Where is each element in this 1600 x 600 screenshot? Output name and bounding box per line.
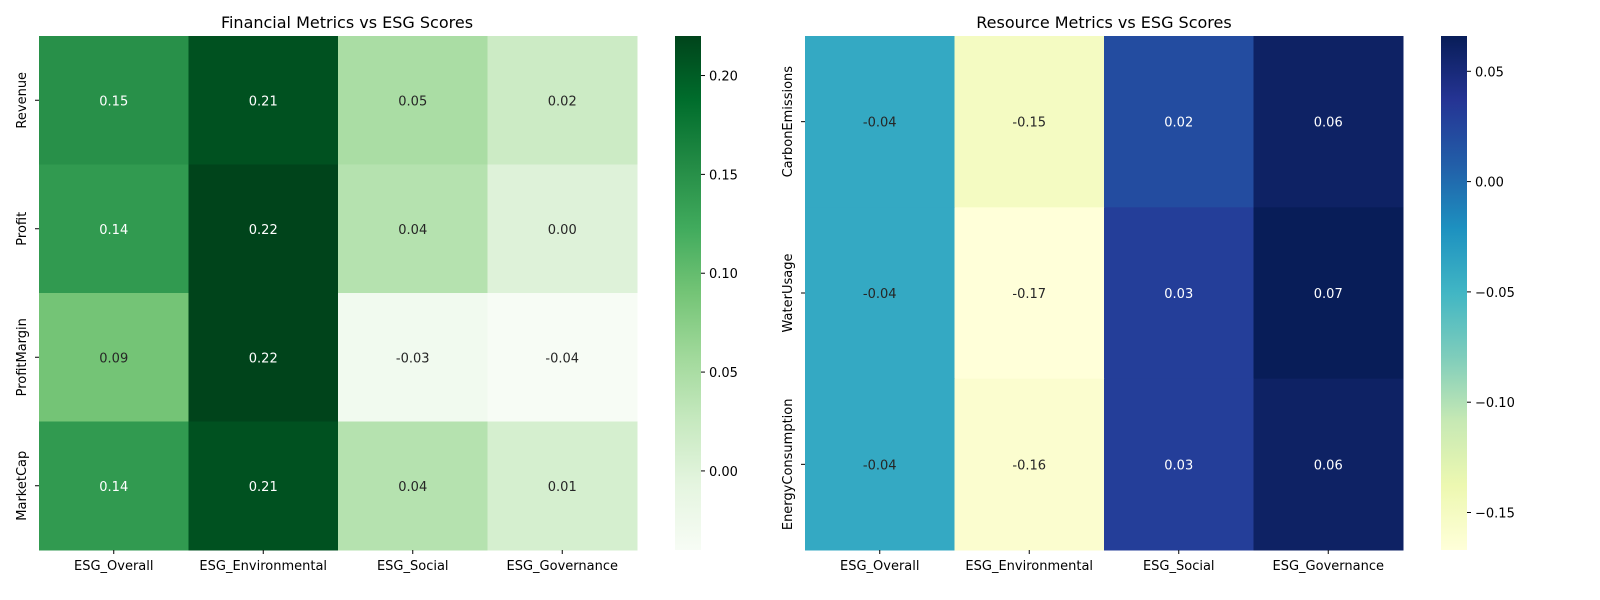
cell-value-label: 0.06 <box>1314 458 1343 473</box>
y-axis: CarbonEmissions WaterUsage EnergyConsumpti… <box>781 66 805 530</box>
cell-value-label: 0.05 <box>398 94 427 109</box>
colorbar-tick-label: 0.10 <box>709 267 738 282</box>
x-tick-label: ESG_Social <box>377 559 449 574</box>
colorbar-tick-label: 0.20 <box>709 70 738 85</box>
heatmap-cell <box>338 164 488 294</box>
colorbar-tick-label: −0.15 <box>1475 506 1515 521</box>
cell-value-label: 0.02 <box>548 94 577 109</box>
cell-value-label: 0.03 <box>1164 287 1193 302</box>
colorbar-gradient <box>1441 36 1467 550</box>
colorbar-tick-label: 0.05 <box>709 366 738 381</box>
heatmap-cell <box>39 293 189 422</box>
y-tick-label: CarbonEmissions <box>781 66 796 178</box>
colorbar-tick-label: −0.05 <box>1475 286 1515 301</box>
heatmap-resource: Resource Metrics vs ESG Scores -0.04 -0.1… <box>781 13 1515 574</box>
cell-value-label: 0.15 <box>99 94 128 109</box>
heatmap-cells: 0.15 0.21 0.05 0.02 0.14 0.22 0.04 0.00 0.09 0.22… <box>39 36 638 551</box>
heatmap-cell <box>954 207 1105 380</box>
heatmap-cell <box>487 164 638 294</box>
colorbar-tick-label: 0.00 <box>709 465 738 480</box>
cell-value-label: 0.00 <box>548 223 577 238</box>
chart-title: Financial Metrics vs ESG Scores <box>221 13 473 32</box>
x-axis: ESG_Overall ESG_Environmental ESG_Social ES… <box>840 550 1384 574</box>
y-tick-label: EnergyConsumption <box>781 399 796 531</box>
cell-value-label: 0.01 <box>548 480 577 495</box>
colorbar: −0.15 −0.10 −0.05 0.00 0.05 <box>1441 36 1515 550</box>
cell-value-label: 0.21 <box>249 94 278 109</box>
heatmap-cell <box>39 36 189 165</box>
x-tick-label: ESG_Social <box>1143 559 1215 574</box>
x-tick-label: ESG_Environmental <box>965 559 1093 574</box>
x-tick-label: ESG_Governance <box>507 559 618 574</box>
heatmap-cell <box>1104 378 1254 551</box>
heatmap-cell <box>1104 207 1254 380</box>
heatmap-cell <box>188 293 339 422</box>
cell-value-label: 0.14 <box>99 480 128 495</box>
cell-value-label: 0.06 <box>1314 116 1343 131</box>
x-tick-label: ESG_Overall <box>840 559 920 574</box>
x-tick-label: ESG_Environmental <box>199 559 327 574</box>
y-tick-label: Revenue <box>15 72 30 129</box>
cell-value-label: -0.04 <box>863 287 897 302</box>
cell-value-label: -0.04 <box>863 458 897 473</box>
heatmap-cell <box>487 293 638 422</box>
heatmap-cell <box>805 207 955 380</box>
heatmap-cell <box>487 421 638 551</box>
x-tick-label: ESG_Governance <box>1273 559 1384 574</box>
cell-value-label: -0.04 <box>863 116 897 131</box>
cell-value-label: 0.22 <box>249 223 278 238</box>
cell-value-label: -0.16 <box>1012 458 1046 473</box>
cell-value-label: 0.14 <box>99 223 128 238</box>
heatmap-cell <box>1104 36 1254 208</box>
colorbar: 0.00 0.05 0.10 0.15 0.20 <box>675 36 738 550</box>
colorbar-tick-label: 0.05 <box>1475 65 1504 80</box>
cell-value-label: -0.03 <box>396 351 430 366</box>
y-axis: Revenue Profit ProfitMargin MarketCap <box>15 72 39 521</box>
cell-value-label: 0.07 <box>1314 287 1343 302</box>
heatmap-cell <box>1253 36 1404 208</box>
y-tick-label: MarketCap <box>15 451 30 521</box>
heatmap-cell <box>188 36 339 165</box>
colorbar-tick-label: −0.10 <box>1475 396 1515 411</box>
cell-value-label: 0.03 <box>1164 458 1193 473</box>
heatmap-cell <box>1253 207 1404 380</box>
heatmap-cell <box>188 164 339 294</box>
y-tick-label: Profit <box>15 212 30 246</box>
heatmap-cell <box>338 421 488 551</box>
chart-title: Resource Metrics vs ESG Scores <box>976 13 1231 32</box>
cell-value-label: 0.21 <box>249 480 278 495</box>
heatmap-cell <box>39 164 189 294</box>
x-tick-label: ESG_Overall <box>74 559 154 574</box>
heatmap-cells: -0.04 -0.15 0.02 0.06 -0.04 -0.17 0.03 0.07 -0.0… <box>805 36 1404 551</box>
cell-value-label: -0.17 <box>1012 287 1046 302</box>
heatmap-cell <box>954 36 1105 208</box>
heatmap-financial: Financial Metrics vs ESG Scores 0.15 0.21… <box>15 13 738 574</box>
cell-value-label: -0.04 <box>545 351 579 366</box>
heatmap-cell <box>487 36 638 165</box>
heatmap-cell <box>954 378 1105 551</box>
cell-value-label: 0.22 <box>249 351 278 366</box>
cell-value-label: 0.02 <box>1164 116 1193 131</box>
cell-value-label: 0.04 <box>398 480 427 495</box>
heatmap-cell <box>1253 378 1404 551</box>
heatmap-cell <box>805 36 955 208</box>
heatmap-cell <box>805 378 955 551</box>
heatmap-cell <box>338 36 488 165</box>
heatmap-cell <box>338 293 488 422</box>
cell-value-label: 0.09 <box>99 351 128 366</box>
cell-value-label: 0.04 <box>398 223 427 238</box>
y-tick-label: ProfitMargin <box>15 318 30 396</box>
y-tick-label: WaterUsage <box>781 254 796 333</box>
cell-value-label: -0.15 <box>1012 116 1046 131</box>
heatmap-cell <box>188 421 339 551</box>
colorbar-gradient <box>675 36 701 550</box>
colorbar-tick-label: 0.00 <box>1475 176 1504 191</box>
colorbar-tick-label: 0.15 <box>709 168 738 183</box>
x-axis: ESG_Overall ESG_Environmental ESG_Social ES… <box>74 550 618 574</box>
heatmap-cell <box>39 421 189 551</box>
